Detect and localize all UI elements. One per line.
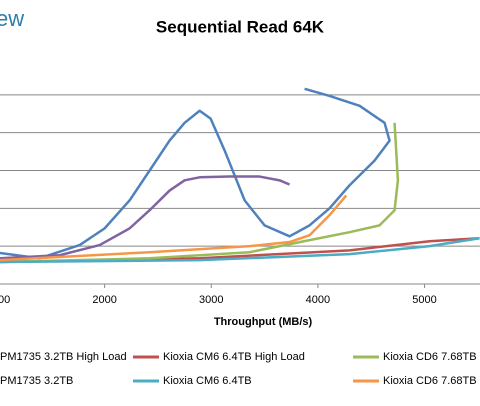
legend-label: PM1735 3.2TB bbox=[0, 375, 73, 387]
legend-label: Kioxia CM6 6.4TB High Load bbox=[163, 351, 305, 363]
chart-title: Sequential Read 64K bbox=[156, 17, 325, 36]
legend-label: Kioxia CD6 7.68TB bbox=[383, 375, 477, 387]
x-tick-label: 5000 bbox=[412, 294, 436, 306]
series-line bbox=[0, 122, 400, 264]
series-line bbox=[0, 175, 291, 260]
x-tick-label: 3000 bbox=[199, 294, 223, 306]
series-line bbox=[0, 236, 480, 264]
series-line bbox=[0, 87, 391, 260]
x-tick-label: 2000 bbox=[92, 294, 116, 306]
legend-label: Kioxia CD6 7.68TB bbox=[383, 351, 477, 363]
x-tick-label: 4000 bbox=[306, 294, 330, 306]
x-axis-label: Throughput (MB/s) bbox=[214, 316, 313, 328]
logo: ew bbox=[0, 6, 24, 31]
x-tick-label: 1000 bbox=[0, 294, 10, 306]
legend-label: Kioxia CM6 6.4TB bbox=[163, 375, 252, 387]
legend-label: PM1735 3.2TB High Load bbox=[0, 351, 127, 363]
series-line bbox=[0, 194, 348, 262]
